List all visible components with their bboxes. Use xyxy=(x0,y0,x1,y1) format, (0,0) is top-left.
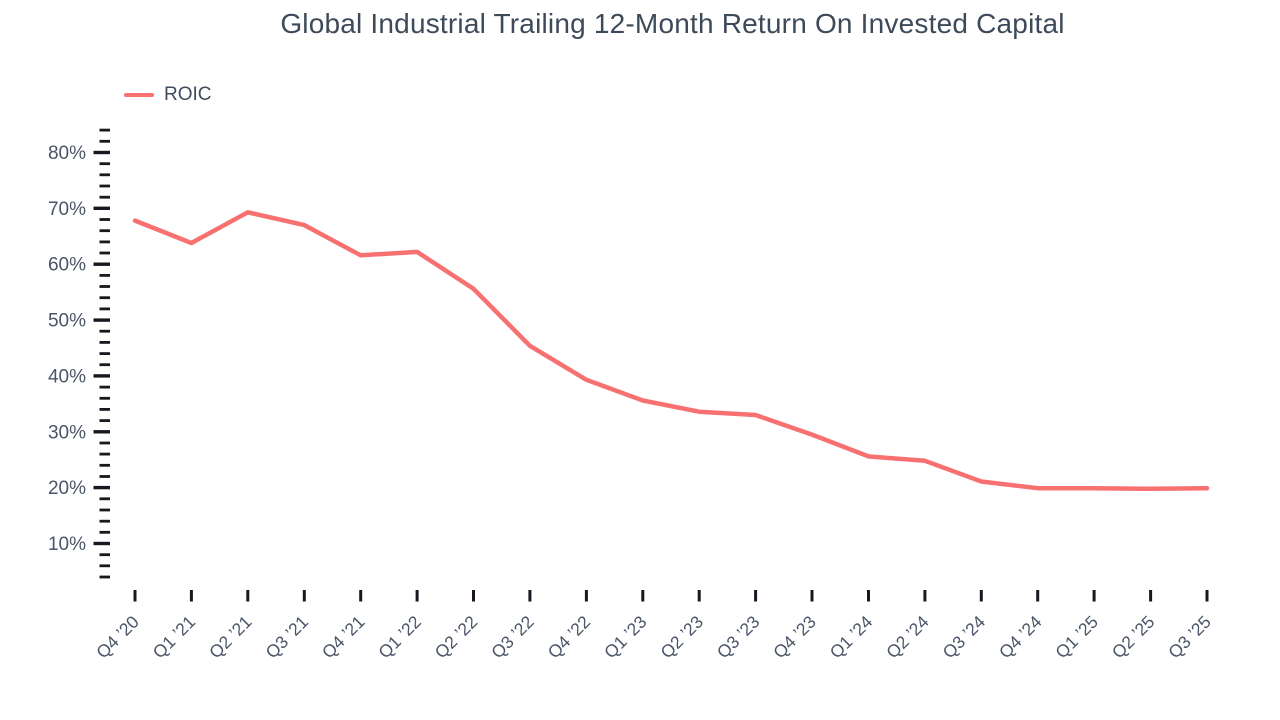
x-axis-tick xyxy=(1036,590,1040,602)
x-axis-label: Q4 ’23 xyxy=(769,612,820,663)
x-axis-tick xyxy=(584,590,588,602)
y-axis-minor-tick xyxy=(99,218,110,221)
x-axis-tick xyxy=(472,590,475,602)
y-axis-major-tick xyxy=(93,485,110,490)
y-axis-minor-tick xyxy=(99,508,110,512)
y-axis-minor-tick xyxy=(99,385,110,389)
y-axis-major-tick xyxy=(93,430,110,434)
x-axis-label: Q3 ’25 xyxy=(1164,612,1215,663)
y-axis-minor-tick xyxy=(99,184,110,188)
y-axis-minor-tick xyxy=(99,229,110,233)
y-axis-minor-tick xyxy=(99,195,110,199)
y-axis-minor-tick xyxy=(99,173,110,177)
y-axis-label: 40% xyxy=(48,366,86,387)
y-axis-minor-tick xyxy=(99,519,110,523)
y-axis-minor-tick xyxy=(99,564,110,568)
x-axis-label: Q4 ’21 xyxy=(318,612,369,663)
x-axis-tick xyxy=(246,590,250,602)
x-axis-label: Q4 ’22 xyxy=(544,612,595,663)
x-axis-tick xyxy=(528,590,532,602)
x-axis-label: Q1 ’24 xyxy=(826,611,877,662)
y-axis-minor-tick xyxy=(99,274,110,277)
y-axis-major-tick xyxy=(93,318,110,322)
x-axis-tick xyxy=(979,590,983,602)
x-axis-label: Q1 ’25 xyxy=(1051,612,1102,663)
y-axis-minor-tick xyxy=(99,363,110,367)
x-axis-label: Q2 ’21 xyxy=(205,612,256,663)
x-axis-tick xyxy=(810,590,814,602)
y-axis-minor-tick xyxy=(99,396,110,400)
y-axis-major-tick xyxy=(93,374,110,378)
legend-series-label: ROIC xyxy=(164,84,212,105)
x-axis-label: Q4 ’20 xyxy=(92,611,143,662)
y-axis-major-tick xyxy=(93,541,110,546)
y-axis-major-tick xyxy=(93,206,110,210)
y-axis-label: 80% xyxy=(48,143,86,164)
chart-title: Global Industrial Trailing 12-Month Retu… xyxy=(280,8,1065,39)
y-axis-major-tick xyxy=(93,262,110,266)
x-axis-tick xyxy=(754,590,758,602)
x-axis-label: Q2 ’24 xyxy=(882,611,933,662)
y-axis-minor-tick xyxy=(99,530,110,534)
x-axis-tick xyxy=(697,590,701,602)
y-axis-major-tick xyxy=(93,150,110,155)
y-axis-minor-tick xyxy=(99,285,110,288)
x-axis-label: Q1 ’21 xyxy=(149,612,200,663)
x-axis-label: Q2 ’23 xyxy=(656,612,707,663)
x-axis-label: Q4 ’24 xyxy=(995,611,1046,662)
x-axis-label: Q1 ’23 xyxy=(600,612,651,663)
x-axis-label: Q1 ’22 xyxy=(374,612,425,663)
x-axis-tick xyxy=(867,590,870,602)
y-axis-minor-tick xyxy=(99,441,110,445)
y-axis-minor-tick xyxy=(99,475,110,478)
y-axis-label: 70% xyxy=(48,199,86,220)
y-axis-label: 20% xyxy=(48,478,86,499)
y-axis-minor-tick xyxy=(99,296,110,300)
y-axis-minor-tick xyxy=(99,329,110,333)
y-axis-label: 50% xyxy=(48,311,86,332)
x-axis-tick xyxy=(133,590,137,602)
y-axis-minor-tick xyxy=(99,307,110,311)
y-axis-label: 10% xyxy=(48,534,86,555)
x-axis-label: Q2 ’22 xyxy=(431,612,482,663)
y-axis-minor-tick xyxy=(99,452,110,456)
y-axis-minor-tick xyxy=(99,497,110,501)
y-axis-minor-tick xyxy=(99,553,110,557)
x-axis-label: Q3 ’21 xyxy=(262,612,313,663)
x-axis-tick xyxy=(302,590,306,602)
x-axis-tick xyxy=(415,590,419,602)
x-axis-label: Q3 ’24 xyxy=(939,611,990,662)
x-axis-tick xyxy=(189,590,193,602)
x-axis-tick xyxy=(1205,590,1209,602)
y-axis-label: 60% xyxy=(48,255,86,276)
y-axis-minor-tick xyxy=(99,463,110,467)
x-axis-label: Q2 ’25 xyxy=(1108,612,1159,663)
x-axis-tick xyxy=(1092,590,1096,602)
legend-line-swatch-icon xyxy=(124,92,154,98)
roic-series-line xyxy=(132,210,1210,492)
y-axis-minor-tick xyxy=(99,240,110,244)
x-axis-label: Q3 ’22 xyxy=(487,612,538,663)
y-axis-minor-tick xyxy=(99,139,110,143)
x-axis-tick xyxy=(641,590,645,602)
y-axis-minor-tick xyxy=(99,128,110,132)
y-axis-minor-tick xyxy=(99,341,110,344)
legend: ROIC xyxy=(124,84,212,106)
y-axis-label: 30% xyxy=(48,422,86,443)
x-axis-tick xyxy=(359,590,363,602)
y-axis-minor-tick xyxy=(99,251,110,255)
x-axis-tick xyxy=(923,590,927,602)
y-axis-minor-tick xyxy=(99,575,110,579)
x-axis-label: Q3 ’23 xyxy=(713,612,764,663)
y-axis-minor-tick xyxy=(99,162,110,166)
y-axis-minor-tick xyxy=(99,408,110,411)
y-axis-minor-tick xyxy=(99,352,110,355)
x-axis-tick xyxy=(1149,590,1153,602)
y-axis-minor-tick xyxy=(99,419,110,422)
